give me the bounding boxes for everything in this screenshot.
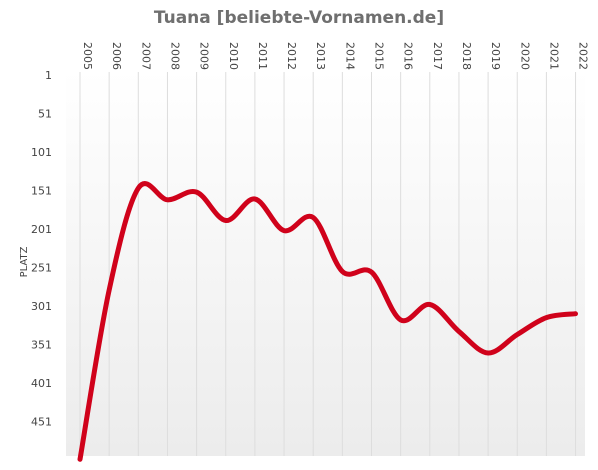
x-tick-label: 2015 — [373, 42, 386, 70]
y-tick-label: 351 — [31, 339, 52, 352]
x-tick-label: 2007 — [139, 42, 152, 70]
y-tick-label: 451 — [31, 416, 52, 429]
x-tick-label: 2013 — [314, 42, 327, 70]
x-tick-label: 2019 — [489, 42, 502, 70]
y-tick-label: 51 — [38, 108, 52, 121]
x-tick-label: 2017 — [431, 42, 444, 70]
x-tick-label: 2021 — [547, 42, 560, 70]
x-tick-label: 2012 — [285, 42, 298, 70]
y-tick-label: 1 — [45, 69, 52, 82]
x-tick-label: 2022 — [577, 42, 590, 70]
x-tick-label: 2016 — [402, 42, 415, 70]
x-tick-label: 2011 — [256, 42, 269, 70]
y-tick-label: 101 — [31, 146, 52, 159]
x-tick-label: 2009 — [198, 42, 211, 70]
grid-lines — [79, 72, 577, 456]
y-axis-label: PLATZ — [19, 246, 30, 277]
y-tick-label: 201 — [31, 223, 52, 236]
chart-title: Tuana [beliebte-Vornamen.de] — [153, 8, 445, 28]
plot-background — [66, 70, 585, 456]
series-line — [77, 181, 578, 462]
y-tick-label: 151 — [31, 185, 52, 198]
y-tick-label: 251 — [31, 262, 52, 275]
x-tick-label: 2014 — [343, 42, 356, 70]
x-tick-label: 2010 — [227, 42, 240, 70]
y-tick-label: 301 — [31, 300, 52, 313]
y-tick-label: 401 — [31, 377, 52, 390]
x-axis: 2005 2006 2007 2008 2009 2010 2011 2012 2013 2014… — [81, 42, 590, 70]
x-tick-label: 2005 — [81, 42, 94, 70]
x-tick-label: 2018 — [460, 42, 473, 70]
x-tick-label: 2020 — [518, 42, 531, 70]
x-tick-label: 2008 — [168, 42, 181, 70]
x-tick-label: 2006 — [110, 42, 123, 70]
